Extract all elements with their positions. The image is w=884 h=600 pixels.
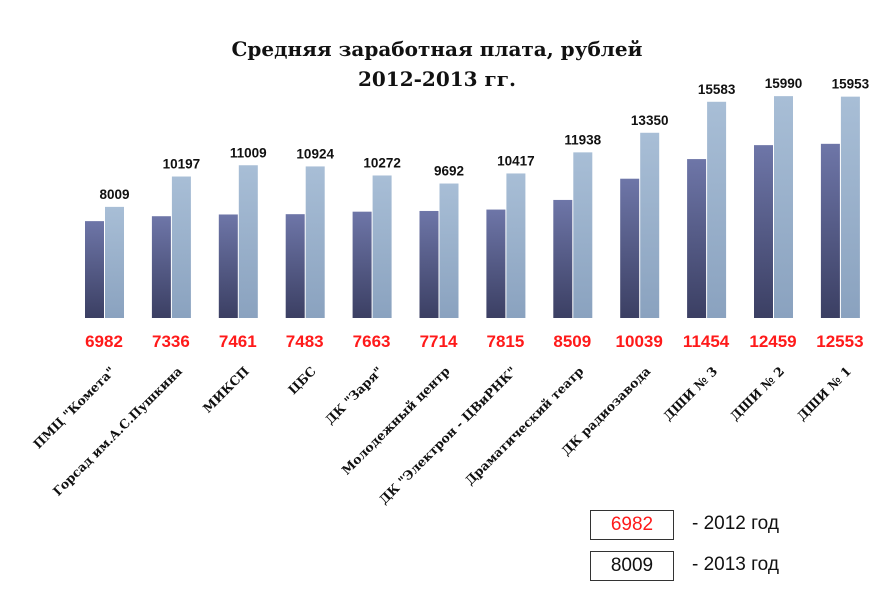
- category-label: Драматический театр: [462, 363, 587, 488]
- legend-2012-label: - 2012 год: [692, 513, 779, 534]
- bar-2012: [620, 178, 640, 318]
- bar-2012: [218, 214, 238, 318]
- bar-2012: [687, 159, 707, 318]
- category-label: ДК "Электрон - ЦВиРНК": [376, 364, 520, 508]
- data-label-2013: 11009: [230, 145, 267, 160]
- bar-2012: [820, 143, 840, 318]
- data-label-2012: 12459: [749, 332, 796, 351]
- data-label-2013: 11938: [564, 132, 601, 147]
- data-label-2013: 15583: [698, 82, 736, 97]
- data-label-2012: 11454: [683, 332, 730, 351]
- bar-2013: [506, 173, 526, 318]
- bar-2013: [171, 176, 191, 318]
- bar-2013: [305, 166, 325, 318]
- data-label-2013: 13350: [631, 113, 669, 128]
- category-label: ДШИ № 2: [727, 364, 787, 424]
- data-label-2012: 8509: [553, 332, 591, 351]
- data-label-2012: 7815: [486, 332, 524, 351]
- bar-2012: [151, 216, 171, 318]
- bar-2013: [105, 206, 124, 318]
- category-label: ДШИ № 3: [660, 364, 720, 424]
- category-label: МИКСП: [200, 363, 252, 415]
- category-label: Горсад им.А.С.Пушкина: [50, 364, 185, 499]
- legend-2013-label: - 2013 год: [692, 554, 779, 575]
- bar-2013: [840, 96, 860, 318]
- bar-2013: [774, 96, 793, 318]
- data-label-2012: 10039: [616, 332, 663, 351]
- bar-2012: [352, 211, 372, 318]
- data-label-2013: 15953: [832, 77, 870, 92]
- bar-2013: [640, 132, 660, 318]
- data-label-2012: 12553: [816, 332, 863, 351]
- bar-2012: [553, 199, 573, 318]
- data-label-2013: 9692: [434, 164, 464, 179]
- data-label-2013: 8009: [99, 187, 129, 202]
- bar-2013: [238, 165, 258, 318]
- bar-2012: [85, 221, 104, 318]
- bar-2013: [372, 175, 392, 318]
- legend-2012-sample: 6982: [590, 510, 674, 540]
- data-label-2012: 7461: [219, 332, 257, 351]
- bar-2012: [754, 145, 773, 318]
- category-label: ДШИ № 1: [794, 364, 854, 424]
- data-label-2012: 7336: [152, 332, 190, 351]
- bar-2013: [573, 152, 593, 318]
- bar-2012: [419, 210, 439, 318]
- data-label-2013: 15990: [765, 76, 803, 91]
- category-label: ДК "Заря": [322, 364, 386, 428]
- data-label-2012: 6982: [85, 332, 123, 351]
- bar-2013: [707, 101, 727, 318]
- category-label: ЦБС: [285, 363, 319, 397]
- data-label-2013: 10197: [163, 157, 201, 172]
- chart-subtitle: 2012-2013 гг.: [358, 67, 516, 91]
- data-label-2013: 10924: [296, 146, 334, 161]
- data-label-2013: 10417: [497, 153, 535, 168]
- data-label-2012: 7714: [420, 332, 458, 351]
- chart-title: Средняя заработная плата, рублей: [232, 37, 643, 61]
- bar-2012: [285, 214, 305, 318]
- bar-2012: [486, 209, 506, 318]
- data-label-2013: 10272: [363, 155, 401, 170]
- data-label-2012: 7663: [353, 332, 391, 351]
- legend-2013-sample: 8009: [590, 551, 674, 581]
- bar-2013: [439, 183, 459, 318]
- data-label-2012: 7483: [286, 332, 324, 351]
- bars-group: [85, 96, 860, 318]
- category-label: Молодежный центр: [339, 363, 453, 477]
